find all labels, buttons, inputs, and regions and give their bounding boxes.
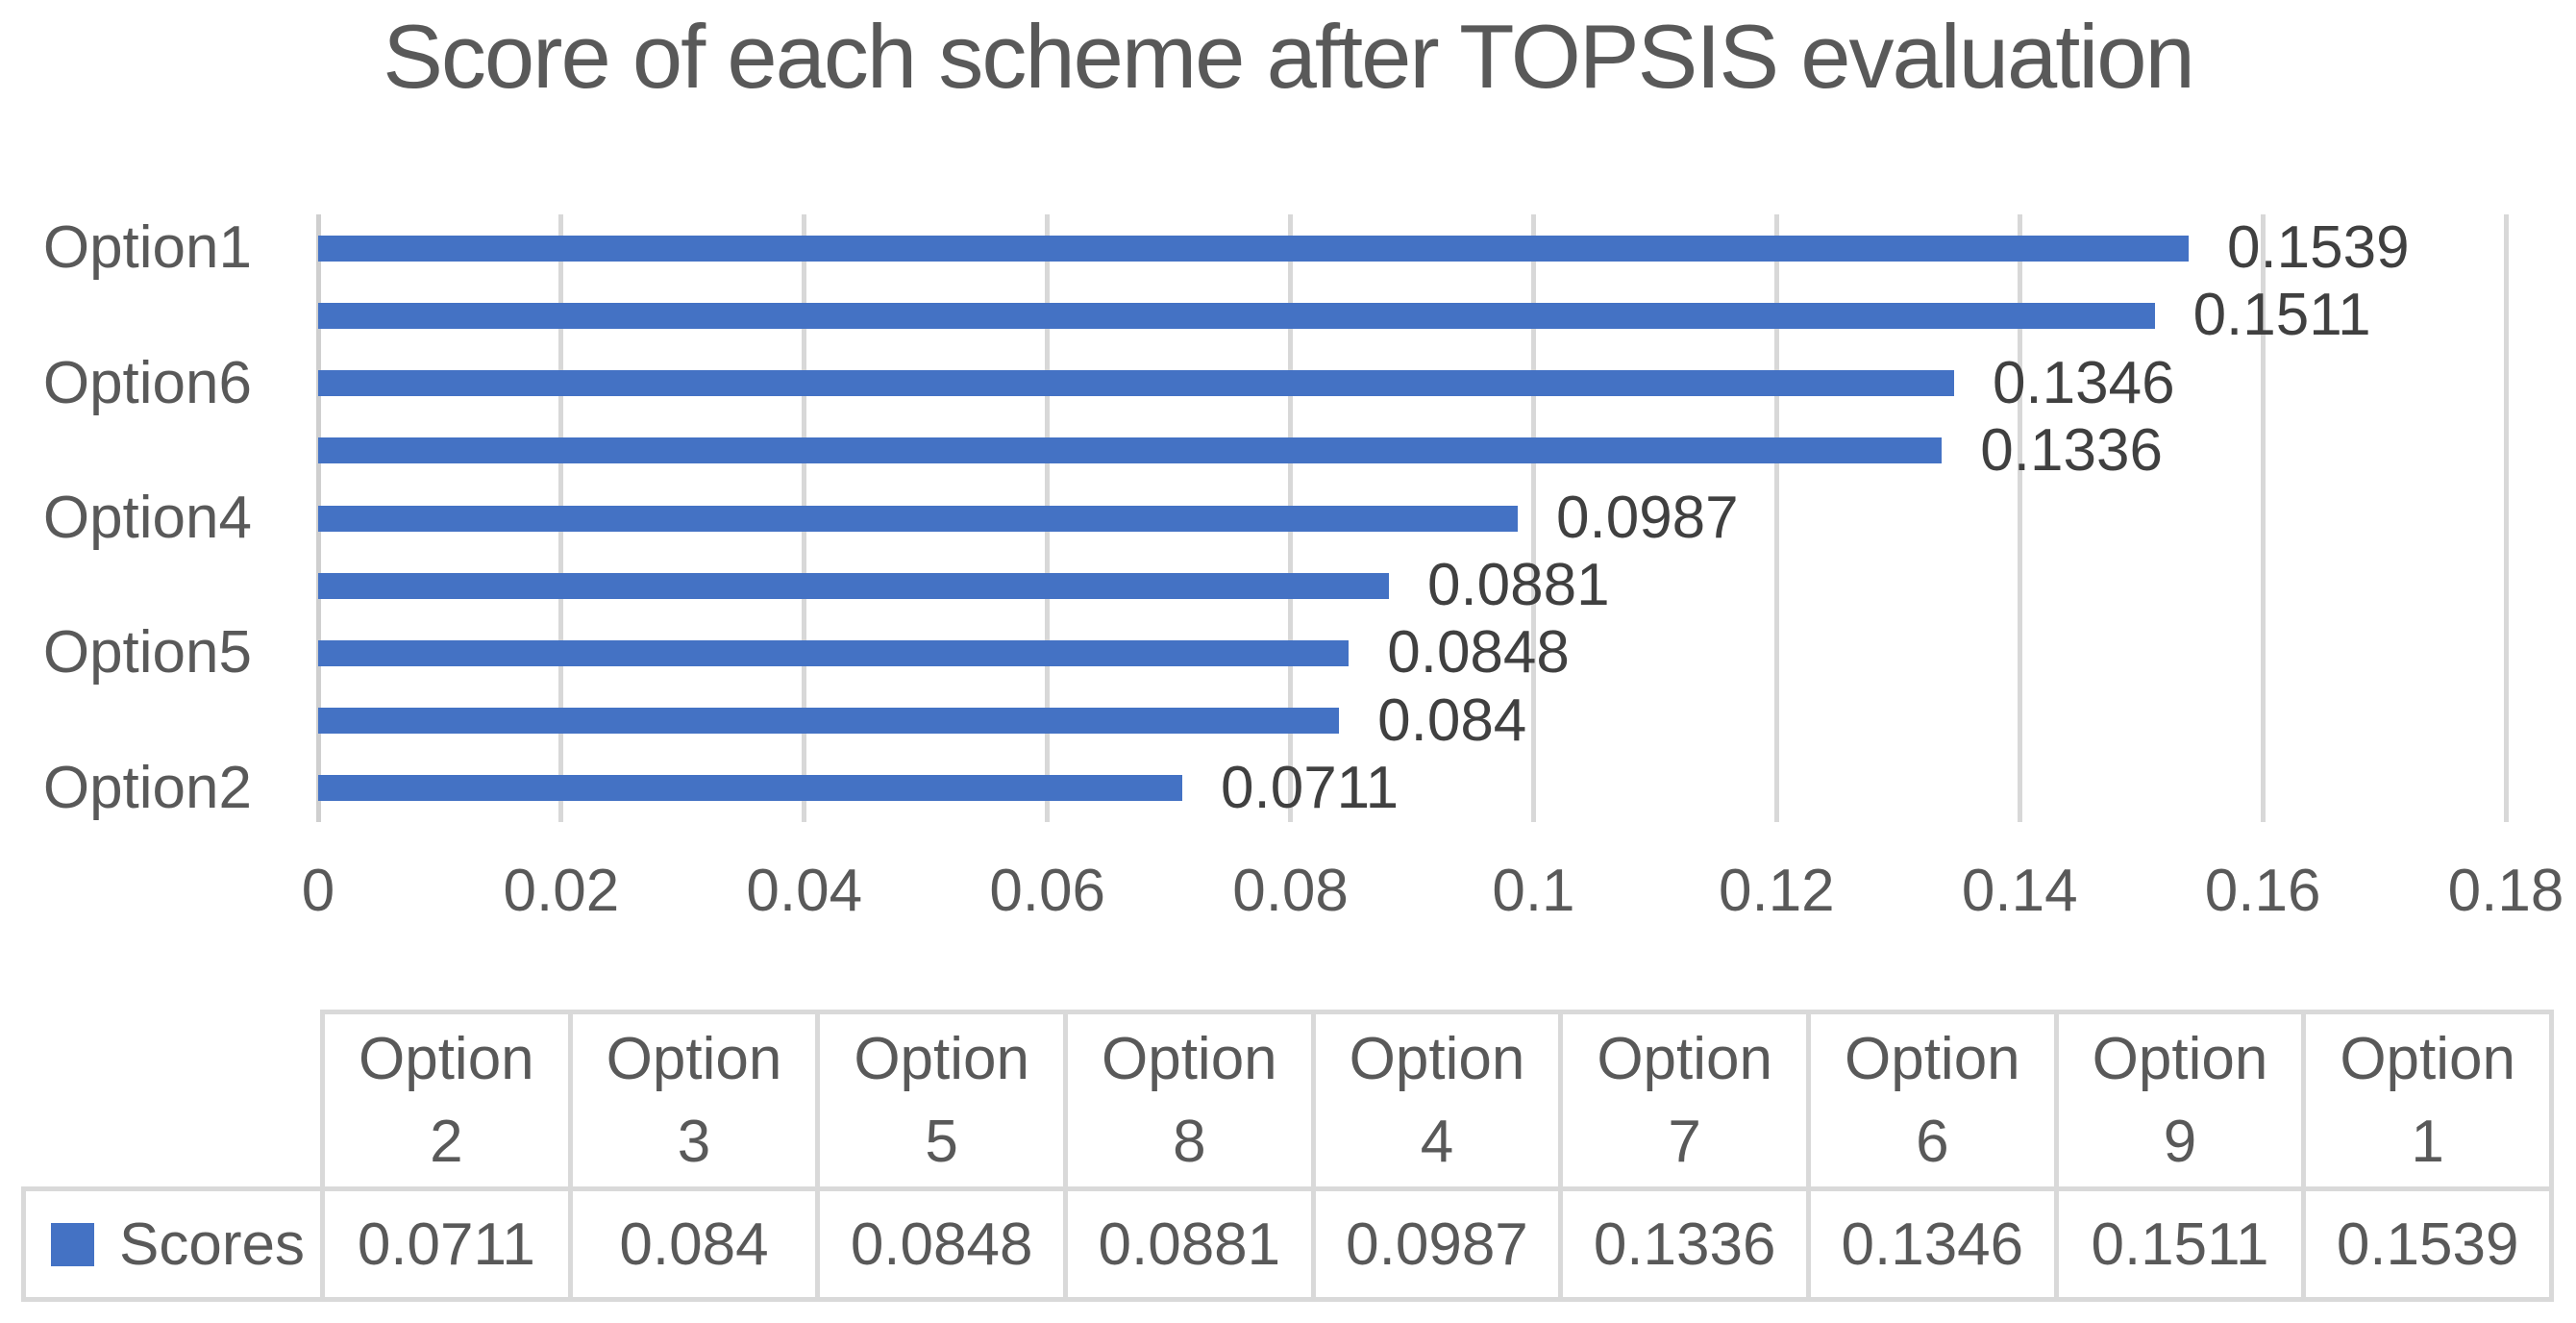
x-tick-label: 0.14 xyxy=(1961,858,2078,924)
gridline xyxy=(2017,214,2022,822)
table-header-text-line: 8 xyxy=(1173,1108,1206,1175)
x-tick-label: 0.02 xyxy=(503,858,620,924)
table-header-cell: Option 2 xyxy=(325,1014,568,1186)
gridline xyxy=(1773,214,1779,822)
legend-color-swatch xyxy=(51,1222,94,1266)
table-value-cell: 0.0848 xyxy=(850,1211,1033,1278)
table-value-cell: 0.0987 xyxy=(1346,1211,1528,1278)
bar xyxy=(318,370,1954,397)
gridline xyxy=(2260,214,2266,822)
table-header-text-line: Option xyxy=(2092,1025,2268,1092)
bar-value-label: 0.1346 xyxy=(1992,349,2175,416)
table-header-cell: Option 9 xyxy=(2059,1014,2302,1186)
bar xyxy=(318,235,2189,262)
x-tick-label: 0.16 xyxy=(2204,858,2321,924)
table-border-line xyxy=(1806,1010,1811,1302)
table-value-cell: 0.084 xyxy=(619,1211,769,1278)
table-border-line xyxy=(567,1010,573,1302)
x-tick-label: 0.18 xyxy=(2447,858,2564,924)
bar-value-label: 0.1336 xyxy=(1980,416,2163,484)
bar xyxy=(318,572,1389,599)
table-header-text-line: Option xyxy=(1349,1025,1525,1092)
bar xyxy=(318,302,2155,329)
table-border-line xyxy=(815,1010,821,1302)
table-border-line xyxy=(2301,1010,2307,1302)
table-header-text-line: Option xyxy=(854,1025,1029,1092)
table-header-text-line: 2 xyxy=(430,1108,463,1175)
table-value-cell: 0.1346 xyxy=(1841,1211,2024,1278)
bar xyxy=(318,708,1340,735)
category-label: Option5 xyxy=(42,619,252,686)
table-header-cell: Option 6 xyxy=(1811,1014,2054,1186)
table-value-cell: 0.1336 xyxy=(1593,1211,1776,1278)
legend-cell: Scores xyxy=(26,1191,320,1297)
bar xyxy=(318,437,1943,464)
x-tick-label: 0.08 xyxy=(1232,858,1349,924)
bar-value-label: 0.0881 xyxy=(1426,552,1610,619)
table-border-line xyxy=(320,1010,2554,1014)
table-header-cell: Option 1 xyxy=(2306,1014,2549,1186)
table-border-line xyxy=(320,1010,325,1302)
table-header-text-line: Option xyxy=(1597,1025,1772,1092)
x-tick-label: 0.04 xyxy=(746,858,863,924)
bar-value-label: 0.0711 xyxy=(1221,754,1399,821)
bar xyxy=(318,505,1518,532)
table-header-text-line: Option xyxy=(1101,1025,1277,1092)
table-value-cell: 0.1539 xyxy=(2336,1211,2519,1278)
table-header-text-line: 1 xyxy=(2411,1108,2444,1175)
table-border-line xyxy=(2053,1010,2059,1302)
table-header-cell: Option 3 xyxy=(573,1014,816,1186)
table-header-text-line: Option xyxy=(358,1025,534,1092)
table-header-text-line: 3 xyxy=(677,1108,711,1175)
x-tick-label: 0.1 xyxy=(1492,858,1575,924)
bar xyxy=(318,775,1183,802)
legend-series-label: Scores xyxy=(119,1211,305,1278)
table-header-text-line: 7 xyxy=(1668,1108,1701,1175)
bar-value-label: 0.084 xyxy=(1377,686,1527,754)
x-tick-label: 0.12 xyxy=(1718,858,1835,924)
table-header-cell: Option 4 xyxy=(1316,1014,1559,1186)
table-border-line xyxy=(2549,1010,2554,1302)
table-header-cell: Option 5 xyxy=(820,1014,1063,1186)
bar-value-label: 0.1511 xyxy=(2192,282,2371,349)
table-value-cell: 0.0711 xyxy=(357,1211,535,1278)
category-label: Option4 xyxy=(42,485,252,551)
chart-title: Score of each scheme after TOPSIS evalua… xyxy=(383,6,2195,107)
x-tick-label: 0 xyxy=(301,858,335,924)
table-header-cell: Option 8 xyxy=(1068,1014,1311,1186)
category-label: Option6 xyxy=(42,349,252,416)
bar-value-label: 0.0848 xyxy=(1387,619,1570,686)
x-tick-label: 0.06 xyxy=(989,858,1105,924)
category-label: Option1 xyxy=(42,214,252,282)
table-header-text-line: Option xyxy=(2340,1025,2515,1092)
bar xyxy=(318,639,1350,666)
table-border-line xyxy=(1063,1010,1068,1302)
table-border-line xyxy=(1558,1010,1564,1302)
table-value-cell: 0.1511 xyxy=(2091,1211,2269,1278)
table-border-line xyxy=(1310,1010,1316,1302)
table-value-cell: 0.0881 xyxy=(1098,1211,1281,1278)
gridline xyxy=(2503,214,2509,822)
table-header-text-line: 6 xyxy=(1916,1108,1949,1175)
table-header-cell: Option 7 xyxy=(1563,1014,1806,1186)
category-label: Option2 xyxy=(42,754,252,821)
bar-value-label: 0.0987 xyxy=(1556,485,1739,551)
table-header-text-line: 9 xyxy=(2163,1108,2197,1175)
table-border-line xyxy=(21,1186,26,1302)
gridline xyxy=(1530,214,1536,822)
bar-value-label: 0.1539 xyxy=(2226,214,2410,282)
table-border-line xyxy=(21,1186,2554,1191)
table-header-text-line: Option xyxy=(606,1025,782,1092)
table-header-text-line: 4 xyxy=(1420,1108,1454,1175)
table-border-line xyxy=(21,1297,2554,1302)
table-header-text-line: Option xyxy=(1844,1025,2020,1092)
table-header-text-line: 5 xyxy=(925,1108,958,1175)
